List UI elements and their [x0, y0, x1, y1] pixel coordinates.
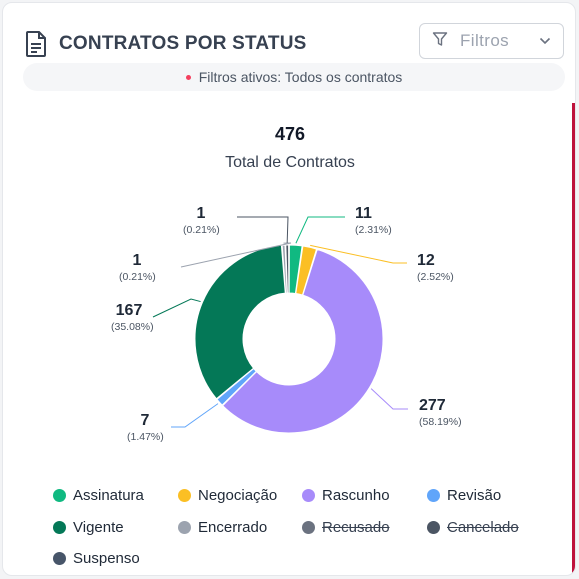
legend-swatch [427, 521, 440, 534]
legend-item-revisão[interactable]: Revisão [427, 487, 501, 504]
donut-slice-rascunho[interactable] [222, 248, 384, 434]
legend-swatch [302, 489, 315, 502]
data-label-percent: (58.19%) [419, 416, 462, 428]
legend-item-cancelado[interactable]: Cancelado [427, 519, 519, 536]
filters-button[interactable]: Filtros [419, 23, 564, 59]
total-count: 476 [274, 124, 306, 144]
filters-button-label: Filtros [460, 31, 510, 50]
legend-swatch [53, 521, 66, 534]
data-label-percent: (1.47%) [127, 431, 164, 443]
legend-label: Assinatura [73, 487, 144, 504]
leader-line-suspenso [237, 216, 289, 244]
data-label-percent: (2.31%) [355, 224, 392, 236]
card-title: CONTRATOS POR STATUS [59, 33, 307, 54]
data-label-value: 1 [133, 252, 142, 269]
leader-line-encerrado [180, 242, 292, 268]
legend-item-encerrado[interactable]: Encerrado [178, 519, 267, 536]
donut-slice-vigente[interactable] [194, 244, 286, 400]
donut-slice-suspenso[interactable] [285, 244, 290, 294]
legend-label: Recusado [322, 519, 390, 536]
leader-line-negociação [310, 244, 407, 264]
chevron-down-icon [539, 32, 551, 50]
legend-label: Vigente [73, 519, 124, 536]
leader-line-rascunho [370, 388, 408, 410]
legend-label: Revisão [447, 487, 502, 504]
total-label: Total de Contratos [225, 154, 355, 171]
leader-line-vigente [152, 298, 201, 318]
legend-label: Encerrado [198, 519, 268, 536]
legend-swatch [302, 521, 315, 534]
data-label-value: 11 [355, 205, 372, 222]
legend-item-negociação[interactable]: Negociação [178, 487, 277, 504]
data-label-percent: (2.52%) [417, 271, 454, 283]
legend-item-vigente[interactable]: Vigente [53, 519, 124, 536]
active-filters-bar: Filtros ativos: Todos os contratos [23, 63, 565, 91]
filter-icon [432, 31, 448, 52]
data-label-percent: (0.21%) [183, 224, 220, 236]
legend-label: Cancelado [447, 519, 519, 536]
data-label-value: 1 [197, 205, 206, 222]
legend-item-recusado[interactable]: Recusado [302, 519, 390, 536]
card-header: CONTRATOS POR STATUS [25, 27, 306, 61]
document-icon [25, 30, 49, 58]
legend-item-assinatura[interactable]: Assinatura [53, 487, 144, 504]
legend-label: Negociação [198, 487, 278, 504]
data-label-value: 12 [417, 252, 435, 269]
card-accent-bar [572, 103, 575, 575]
donut-chart: 11(2.31%)12(2.52%)277(58.19%)7(1.47%)167… [111, 205, 462, 443]
data-label-value: 277 [419, 397, 446, 414]
legend-swatch [53, 489, 66, 502]
active-filter-dot [185, 74, 191, 80]
legend-swatch [178, 521, 191, 534]
legend-label: Suspenso [73, 550, 140, 567]
data-label-value: 167 [116, 302, 143, 319]
leader-line-assinatura [295, 216, 345, 244]
legend-label: Rascunho [322, 487, 390, 504]
data-label-percent: (35.08%) [111, 321, 154, 333]
legend-item-rascunho[interactable]: Rascunho [302, 487, 390, 504]
legend-item-suspenso[interactable]: Suspenso [53, 550, 140, 567]
data-label-percent: (0.21%) [119, 271, 156, 283]
data-label-value: 7 [141, 412, 150, 429]
active-filters-text: Filtros ativos: Todos os contratos [198, 69, 403, 85]
legend-swatch [178, 489, 191, 502]
legend-swatch [53, 552, 66, 565]
legend-swatch [427, 489, 440, 502]
leader-line-revisão [171, 403, 219, 428]
